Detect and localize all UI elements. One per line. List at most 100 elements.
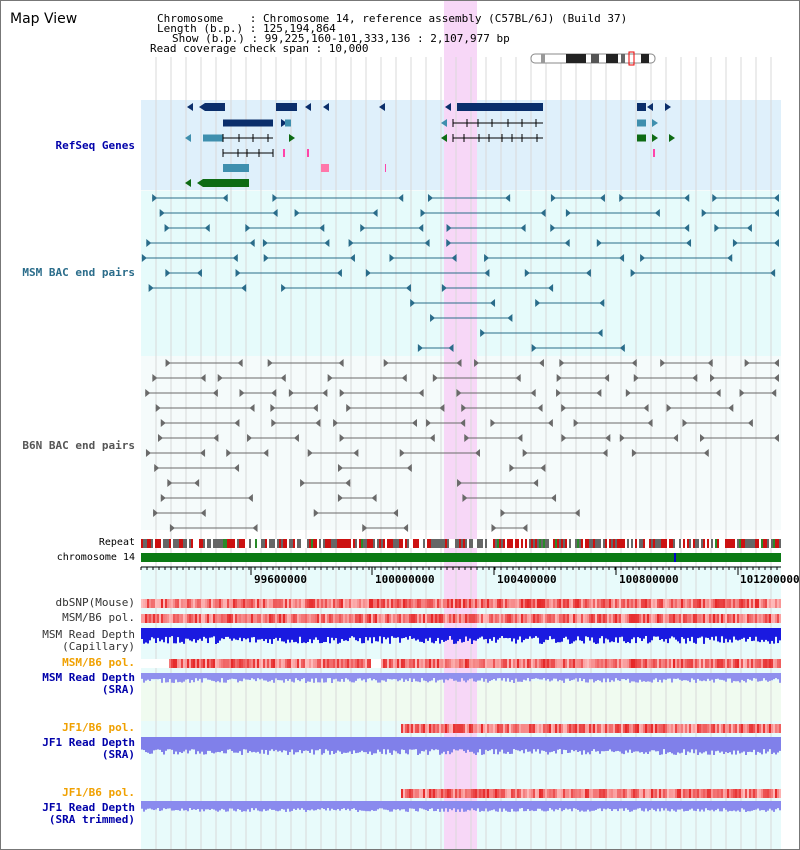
read-depth-bar [405,801,407,812]
read-depth-bar [611,737,613,752]
repeat-mark [261,539,263,548]
read-depth-bar [501,673,503,681]
repeat-mark [289,539,291,548]
repeat-mark [357,539,359,548]
repeat-mark [569,539,571,548]
heat-mark [721,599,723,608]
bac-end [561,404,567,412]
heat-mark [531,614,533,623]
bac-end [307,449,313,457]
read-depth-bar [523,628,525,641]
repeat-mark [671,539,673,548]
read-depth-bar [717,737,719,751]
repeat-mark [581,539,583,548]
repeat-mark [391,539,393,548]
heat-mark [143,599,145,608]
heat-mark [659,724,661,733]
heat-mark [647,789,649,798]
read-depth-bar [249,737,251,752]
bac-end [660,359,666,367]
read-depth-bar [207,801,209,810]
heat-mark [179,614,181,623]
heat-mark [177,614,179,623]
heat-mark [245,614,247,623]
repeat-mark [589,539,591,548]
read-depth-bar [173,737,175,755]
read-depth-bar [739,628,741,640]
repeat-mark [513,539,515,548]
read-depth-bar [349,628,351,638]
heat-mark [273,659,275,668]
read-depth-bar [637,628,639,638]
read-depth-bar [755,737,757,755]
heat-mark [759,659,761,668]
read-depth-bar [353,737,355,751]
heat-mark [437,599,439,608]
heat-mark [719,789,721,798]
bac-end [692,374,698,382]
repeat-mark [177,539,179,548]
read-depth-bar [449,628,451,637]
bac-end [372,209,378,217]
read-depth-bar [391,673,393,680]
read-depth-bar [653,801,655,810]
heat-mark [195,614,197,623]
read-depth-bar [597,628,599,644]
bac-end [556,389,562,397]
bac-end [164,224,170,232]
heat-mark [637,614,639,623]
ruler-tick-label: 99600000 [254,573,307,586]
heat-mark [239,614,241,623]
read-depth-bar [241,628,243,642]
read-depth-bar [411,801,413,809]
repeat-mark [603,539,605,548]
ruler-tick-label: 100800000 [619,573,679,586]
bac-end [212,389,218,397]
bac-end [319,224,325,232]
read-depth-bar [277,673,279,681]
read-depth-bar [615,801,617,810]
heat-mark [575,614,577,623]
read-depth-bar [687,628,689,638]
read-depth-bar [147,673,149,680]
read-depth-bar [475,737,477,755]
heat-mark [203,614,205,623]
read-depth-bar [613,801,615,810]
heat-mark [553,659,555,668]
heat-mark [369,599,371,608]
heat-mark [567,659,569,668]
heat-mark [591,789,593,798]
heat-mark [753,599,755,608]
read-depth-bar [535,628,537,637]
read-depth-bar [487,628,489,644]
heat-mark [415,614,417,623]
read-depth-bar [309,801,311,811]
repeat-mark [405,539,407,548]
heat-mark [643,614,645,623]
read-depth-bar [165,628,167,637]
read-depth-bar [775,737,777,755]
heat-mark [265,599,267,608]
read-depth-bar [453,801,455,809]
heat-mark [229,599,231,608]
repeat-mark [323,539,325,548]
read-depth-bar [481,737,483,755]
heat-mark [375,614,377,623]
read-depth-bar [345,673,347,679]
read-depth-bar [539,801,541,809]
read-depth-bar [487,801,489,812]
heat-mark [573,724,575,733]
heat-mark [433,599,435,608]
heat-mark [539,614,541,623]
repeat-mark [275,539,277,548]
read-depth-bar [197,628,199,641]
repeat-mark [745,539,747,548]
heat-mark [605,789,607,798]
heat-mark [687,599,689,608]
heat-mark [507,789,509,798]
heat-mark [545,724,547,733]
heat-mark [553,614,555,623]
read-depth-bar [159,737,161,750]
read-depth-bar [149,737,151,754]
bac-end [293,434,299,442]
